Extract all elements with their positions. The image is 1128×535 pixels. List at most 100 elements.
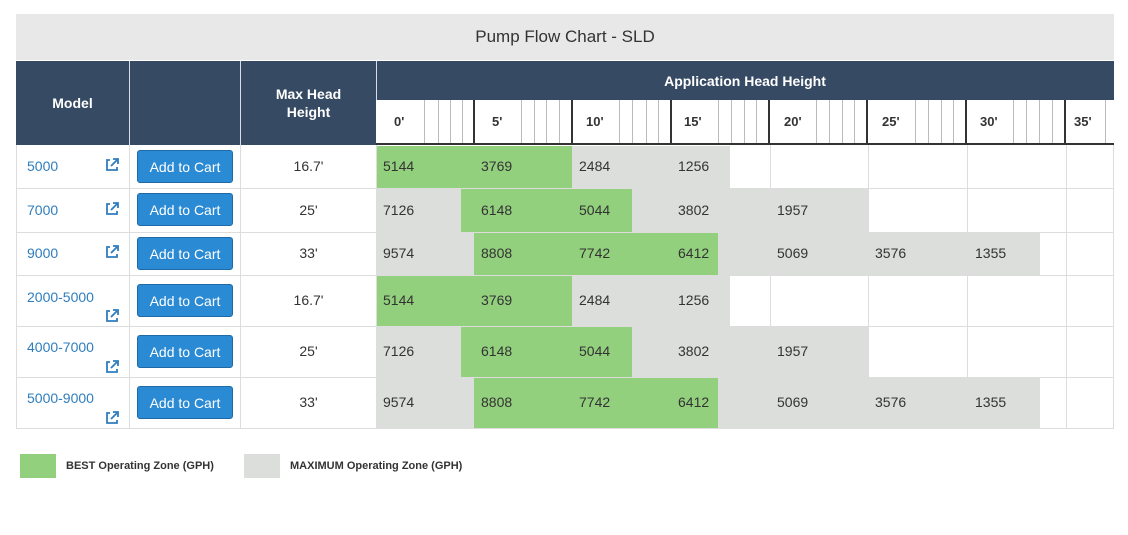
max-head-value: 25' [299,343,318,359]
external-link-icon[interactable] [104,359,120,375]
best-zone [377,146,474,188]
tick-minor [941,100,942,143]
col-divider [1066,145,1067,429]
tick-label-15: 15' [684,114,702,129]
flow-value: 2484 [579,158,611,174]
tick-minor [718,100,719,143]
add-to-cart-button[interactable]: Add to Cart [137,335,233,368]
tick-minor [842,100,843,143]
maximum-zone [718,378,1040,428]
header-max-head: Max Head Height [275,86,342,120]
external-link-icon[interactable] [104,201,120,217]
max-head-value: 16.7' [293,158,324,174]
model-link-7000[interactable]: 7000 [27,202,59,218]
model-link-5000[interactable]: 5000 [27,158,59,174]
flow-value: 1957 [777,343,809,359]
tick-minor [534,100,535,143]
row-divider [16,232,1114,233]
head-height-scale: 0' 5' 10' 15' 20' 25' 30' 35' [376,100,1114,145]
header-model: Model [52,95,93,111]
col-divider [770,145,771,429]
flow-value: 8808 [481,394,513,410]
tick-minor [559,100,560,143]
flow-value: 7126 [383,343,415,359]
flow-value: 3769 [481,292,513,308]
tick-major [965,100,967,143]
tick-minor [1052,100,1053,143]
external-link-icon[interactable] [104,410,120,426]
tick-minor [546,100,547,143]
header-divider [240,61,241,145]
tick-minor [854,100,855,143]
flow-value: 5069 [777,245,809,261]
external-link-icon[interactable] [104,244,120,260]
tick-label-0: 0' [394,114,405,129]
flow-value: 1355 [975,245,1007,261]
maximum-zone [377,378,474,428]
flow-value: 5144 [383,292,415,308]
tick-minor [928,100,929,143]
row-divider [16,275,1114,276]
flow-value: 3576 [875,394,907,410]
flow-value: 1256 [678,158,710,174]
maximum-zone [572,276,730,326]
flow-value: 7742 [579,245,611,261]
maximum-zone [572,146,730,188]
external-link-icon[interactable] [104,308,120,324]
max-head-value: 16.7' [293,292,324,308]
add-to-cart-button[interactable]: Add to Cart [137,284,233,317]
tick-minor [1105,100,1106,143]
tick-minor [424,100,425,143]
tick-label-20: 20' [784,114,802,129]
maximum-zone [377,233,474,275]
col-divider [868,145,869,429]
flow-value: 3802 [678,343,710,359]
best-zone [461,189,632,232]
add-to-cart-button[interactable]: Add to Cart [137,193,233,226]
header-application-head: Application Head Height [664,72,826,89]
tick-minor [658,100,659,143]
add-to-cart-button[interactable]: Add to Cart [137,237,233,270]
tick-minor [450,100,451,143]
col-divider [967,145,968,429]
add-to-cart-button[interactable]: Add to Cart [137,150,233,183]
tick-minor [438,100,439,143]
model-link-9000[interactable]: 9000 [27,245,59,261]
flow-value: 6148 [481,343,513,359]
tick-minor [646,100,647,143]
legend-maximum-swatch [244,454,280,478]
external-link-icon[interactable] [104,157,120,173]
legend-maximum-label: MAXIMUM Operating Zone (GPH) [290,460,463,472]
tick-minor [915,100,916,143]
col-divider [376,145,377,429]
flow-value: 9574 [383,394,415,410]
tick-minor [731,100,732,143]
flow-value: 3802 [678,202,710,218]
model-link-4000-7000[interactable]: 4000-7000 [27,339,94,355]
best-zone [474,233,718,275]
maximum-zone [718,233,1040,275]
tick-minor [619,100,620,143]
tick-label-10: 10' [586,114,604,129]
model-link-5000-9000[interactable]: 5000-9000 [27,390,94,406]
flow-value: 2484 [579,292,611,308]
flow-value: 1957 [777,202,809,218]
flow-value: 8808 [481,245,513,261]
max-head-value: 33' [299,394,318,410]
tick-label-5: 5' [492,114,503,129]
flow-value: 5069 [777,394,809,410]
tick-minor [756,100,757,143]
max-head-value: 33' [299,245,318,261]
add-to-cart-button[interactable]: Add to Cart [137,386,233,419]
maximum-zone [632,189,868,232]
best-zone [474,378,718,428]
tick-label-35: 35' [1074,114,1092,129]
flow-value: 7742 [579,394,611,410]
tick-minor [816,100,817,143]
tick-label-30: 30' [980,114,998,129]
chart-title: Pump Flow Chart - SLD [16,14,1114,60]
maximum-zone [377,189,461,232]
tick-minor [744,100,745,143]
tick-minor [829,100,830,143]
model-link-2000-5000[interactable]: 2000-5000 [27,289,94,305]
